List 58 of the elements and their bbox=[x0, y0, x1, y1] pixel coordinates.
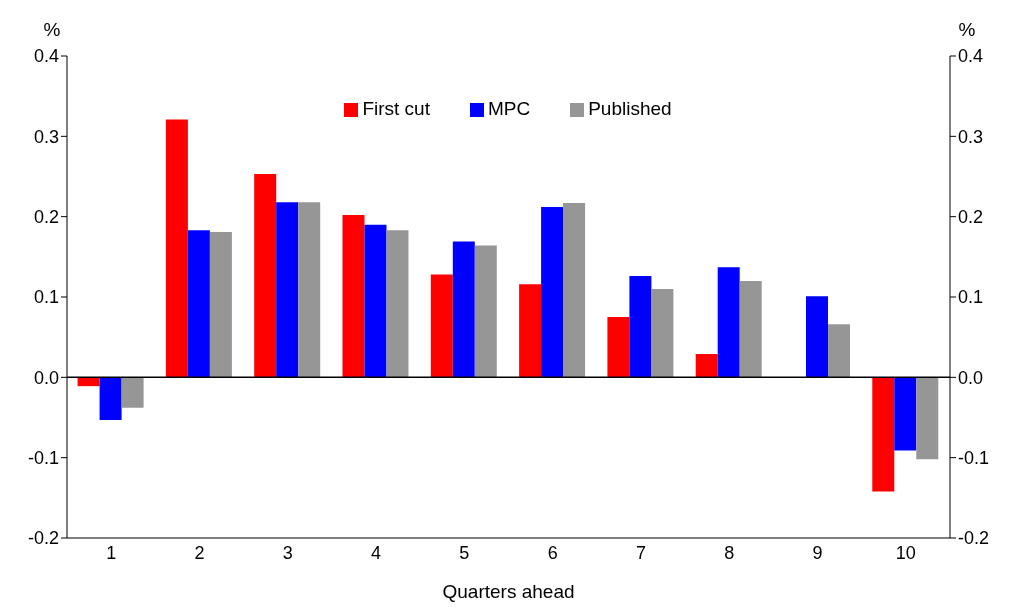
y-tick-label: -0.1 bbox=[27, 448, 59, 469]
bar bbox=[121, 377, 144, 408]
bar bbox=[254, 174, 277, 378]
bar bbox=[541, 207, 564, 378]
bar bbox=[651, 288, 674, 378]
bar bbox=[298, 202, 321, 378]
x-tick-label: 3 bbox=[282, 542, 293, 563]
bar bbox=[386, 230, 409, 378]
y2-tick-label: 0.4 bbox=[958, 46, 984, 67]
bar bbox=[364, 224, 387, 378]
y2-tick-label: 0.2 bbox=[958, 207, 984, 228]
bar bbox=[629, 276, 652, 378]
x-tick-label: 6 bbox=[547, 542, 558, 563]
bar bbox=[894, 377, 917, 451]
bar bbox=[209, 231, 232, 378]
y2-tick-label: -0.2 bbox=[958, 528, 990, 549]
bar bbox=[430, 274, 453, 378]
bar bbox=[563, 203, 586, 378]
x-tick-label: 9 bbox=[812, 542, 823, 563]
y2-tick-label: -0.1 bbox=[958, 448, 990, 469]
y-tick-label: -0.2 bbox=[27, 528, 59, 549]
legend-label: MPC bbox=[487, 98, 531, 119]
y-tick-label: 0.4 bbox=[33, 46, 59, 67]
y2-tick-label: 0.1 bbox=[958, 287, 984, 308]
x-tick-label: 10 bbox=[895, 542, 916, 563]
y-axis-title: % bbox=[43, 19, 61, 40]
bar bbox=[452, 241, 475, 378]
y2-axis-title: % bbox=[958, 19, 976, 40]
y2-tick-label: 0.3 bbox=[958, 126, 984, 147]
x-tick-label: 2 bbox=[194, 542, 205, 563]
x-tick-label: 1 bbox=[106, 542, 117, 563]
x-tick-label: 7 bbox=[635, 542, 646, 563]
bar bbox=[872, 377, 895, 492]
y2-tick-label: 0.0 bbox=[958, 367, 984, 388]
bar bbox=[695, 354, 718, 378]
bar bbox=[519, 284, 542, 378]
bar bbox=[276, 202, 299, 378]
bar bbox=[717, 267, 740, 378]
bar bbox=[187, 230, 210, 378]
bar bbox=[916, 377, 939, 460]
y-tick-label: 0.2 bbox=[33, 207, 59, 228]
legend-label: First cut bbox=[362, 98, 430, 119]
y-tick-label: 0.1 bbox=[33, 287, 59, 308]
bar bbox=[828, 324, 850, 378]
legend-label: Published bbox=[588, 98, 672, 119]
bar bbox=[806, 296, 828, 378]
bar bbox=[342, 215, 365, 378]
y-tick-label: 0.0 bbox=[33, 367, 59, 388]
x-tick-label: 4 bbox=[371, 542, 382, 563]
bar bbox=[165, 119, 188, 378]
bar bbox=[739, 280, 762, 378]
bar bbox=[607, 317, 630, 378]
bar bbox=[474, 245, 497, 378]
y-tick-label: 0.3 bbox=[33, 126, 59, 147]
x-axis-title: Quarters ahead bbox=[442, 581, 575, 602]
x-tick-label: 5 bbox=[459, 542, 470, 563]
x-tick-label: 8 bbox=[724, 542, 735, 563]
bar bbox=[99, 377, 122, 420]
